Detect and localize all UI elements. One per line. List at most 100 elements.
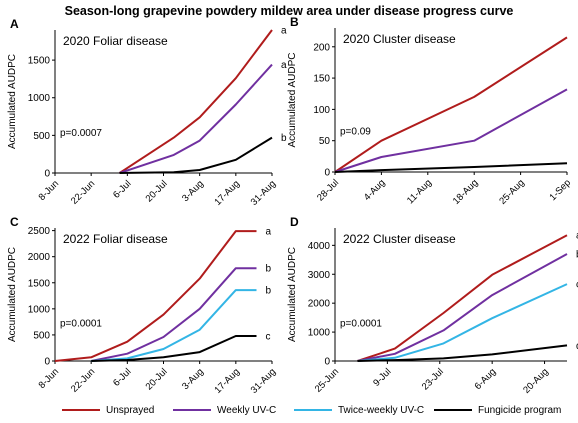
- series-line-unsprayed: [119, 29, 273, 174]
- x-tick-label: 18-Aug: [451, 177, 480, 206]
- y-axis-title: Accumulated AUDPC: [287, 247, 298, 342]
- legend: Unsprayed Weekly UV-C Twice-weekly UV-C …: [0, 402, 578, 420]
- y-tick-label: 3000: [308, 270, 331, 281]
- panel-d: D 0 1000 2000 3000 4000 25-Jun 9-Jul 23-Jul 6-Aug…: [287, 215, 578, 396]
- series-line-twice-weekly-uv-c: [91, 289, 257, 362]
- x-tick-label: 20-Jul: [144, 366, 170, 392]
- legend-swatch-unsprayed: [62, 409, 100, 411]
- y-tick-label: 50: [319, 136, 331, 147]
- y-tick-label: 1000: [28, 304, 51, 315]
- y-tick-label: 4000: [308, 241, 331, 252]
- x-tick-label: 11-Aug: [405, 177, 434, 206]
- significance-letter: c: [576, 280, 578, 291]
- p-value-annotation: p=0.0001: [60, 318, 102, 329]
- significance-letter: a: [266, 227, 272, 238]
- significance-letter: a: [281, 60, 287, 71]
- series-line-unsprayed: [357, 234, 568, 362]
- y-tick-label: 0: [44, 357, 50, 368]
- legend-label-fungicide-program: Fungicide program: [478, 404, 562, 416]
- x-tick-label: 8-Jun: [37, 178, 62, 203]
- y-axis-title: Accumulated AUDPC: [287, 52, 298, 147]
- series-line-weekly-uv-c: [357, 253, 568, 362]
- x-tick-label: 31-Aug: [249, 366, 278, 395]
- y-tick-label: 200: [313, 42, 330, 53]
- panel-letter: B: [290, 15, 299, 29]
- significance-letter: d: [576, 341, 578, 352]
- panel-letter: D: [290, 215, 299, 229]
- y-tick-label: 0: [44, 169, 50, 180]
- panel-c: C 0 500 1000 1500 2000 2500 8-Jun 22-Jun 6-Jul 20-…: [7, 215, 278, 396]
- p-value-annotation: p=0.0007: [60, 128, 102, 139]
- x-tick-label: 22-Jun: [69, 366, 97, 394]
- legend-swatch-weekly-uvc: [173, 409, 211, 411]
- x-tick-label: 4-Aug: [362, 177, 388, 203]
- p-value-annotation: p=0.0001: [340, 318, 382, 329]
- legend-label-twice-weekly-uvc: Twice-weekly UV-C: [338, 404, 425, 416]
- series-line-weekly-uv-c: [334, 88, 568, 173]
- y-tick-label: 2000: [28, 252, 51, 263]
- panel-title: 2022 Foliar disease: [63, 232, 168, 246]
- y-tick-label: 1500: [28, 56, 51, 67]
- x-tick-label: 8-Jun: [37, 366, 62, 391]
- series-line-fungicide-program: [119, 136, 273, 174]
- x-tick-label: 17-Aug: [213, 178, 242, 207]
- series-line-unsprayed: [334, 36, 568, 173]
- legend-label-weekly-uvc: Weekly UV-C: [217, 404, 277, 416]
- x-tick-label: 28-Jul: [315, 177, 341, 203]
- panel-title: 2020 Cluster disease: [343, 32, 456, 46]
- y-tick-label: 500: [33, 131, 50, 142]
- legend-label-unsprayed: Unsprayed: [106, 404, 155, 416]
- x-tick-label: 25-Aug: [497, 177, 526, 206]
- significance-letter: a: [281, 26, 287, 37]
- x-tick-label: 20-Jul: [144, 178, 170, 204]
- significance-letter: a: [576, 231, 578, 242]
- panel-title: 2022 Cluster disease: [343, 232, 456, 246]
- series-line-weekly-uv-c: [119, 63, 273, 174]
- y-tick-label: 1000: [28, 93, 51, 104]
- y-tick-label: 500: [33, 330, 50, 341]
- y-axis-title: Accumulated AUDPC: [7, 54, 18, 149]
- y-tick-label: 150: [313, 74, 330, 85]
- series-line-fungicide-program: [334, 162, 568, 173]
- series-line-fungicide-program: [357, 344, 568, 362]
- series-line-unsprayed: [54, 230, 257, 362]
- significance-letter: b: [576, 250, 578, 261]
- x-tick-label: 23-Jul: [420, 366, 446, 392]
- legend-swatch-fungicide-program: [434, 409, 472, 411]
- significance-letter: b: [266, 264, 272, 275]
- x-tick-label: 17-Aug: [213, 366, 242, 395]
- y-tick-label: 0: [324, 168, 330, 179]
- x-tick-label: 6-Jul: [111, 366, 133, 388]
- y-tick-label: 1000: [308, 328, 331, 339]
- legend-swatch-twice-weekly-uvc: [294, 409, 332, 411]
- y-axis-title: Accumulated AUDPC: [7, 247, 18, 342]
- series-line-fungicide-program: [91, 335, 257, 362]
- x-tick-label: 1-Sep: [547, 177, 573, 203]
- x-tick-label: 3-Aug: [180, 366, 206, 392]
- x-tick-label: 25-Jun: [313, 366, 341, 394]
- panel-title: 2020 Foliar disease: [63, 34, 168, 48]
- legend-item-fungicide-program: Fungicide program: [434, 402, 561, 418]
- y-tick-label: 100: [313, 105, 330, 116]
- panel-b: B 0 50 100 150 200 28-Jul 4-Aug 11-Aug 18-Aug 25-A…: [287, 15, 573, 207]
- x-tick-label: 20-Aug: [521, 366, 550, 395]
- series-line-weekly-uv-c: [91, 267, 257, 362]
- x-tick-label: 9-Jul: [371, 366, 393, 388]
- significance-letter: b: [281, 133, 287, 144]
- legend-item-unsprayed: Unsprayed: [62, 402, 154, 418]
- y-tick-label: 1500: [28, 278, 51, 289]
- x-tick-label: 6-Aug: [473, 366, 499, 392]
- panel-a: A 0 500 1000 1500 8-Jun 22-Jun 6-Jul 20-Jul 3-Aug…: [7, 17, 287, 208]
- p-value-annotation: p=0.09: [340, 127, 371, 138]
- series-line-twice-weekly-uv-c: [357, 283, 568, 362]
- panel-letter: A: [10, 17, 19, 31]
- panel-letter: C: [10, 215, 19, 229]
- y-tick-label: 0: [324, 357, 330, 368]
- significance-letter: b: [266, 286, 272, 297]
- x-tick-label: 6-Jul: [111, 178, 133, 200]
- legend-item-twice-weekly-uvc: Twice-weekly UV-C: [294, 402, 424, 418]
- x-tick-label: 22-Jun: [69, 178, 97, 206]
- y-tick-label: 2500: [28, 226, 51, 237]
- significance-letter: c: [266, 331, 271, 342]
